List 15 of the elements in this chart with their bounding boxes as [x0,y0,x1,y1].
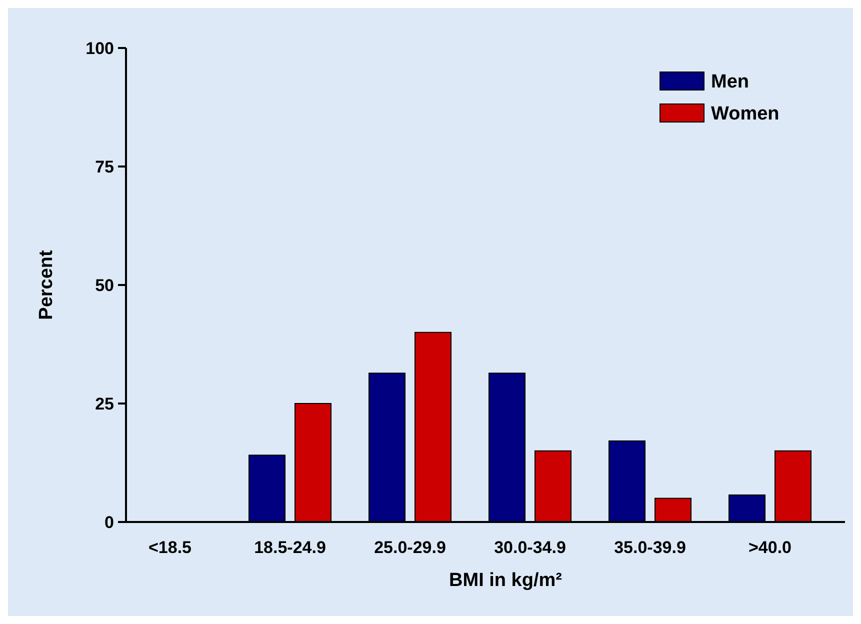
legend-label: Women [711,104,780,125]
y-tick-label: 100 [86,38,114,58]
x-tick-label: 25.0-29.9 [374,538,446,557]
y-tick-label: 25 [95,394,114,414]
y-tick-label: 75 [95,157,114,176]
x-tick-label: 18.5-24.9 [254,538,326,557]
x-tick-label: 35.0-39.9 [614,538,686,557]
y-tick-label: 0 [104,512,114,532]
x-tick-label: >40.0 [748,538,792,557]
legend-label: Men [711,72,749,93]
x-tick-label: <18.5 [148,538,192,557]
y-tick-label: 50 [95,276,114,295]
x-tick-label: 30.0-34.9 [494,538,566,557]
x-axis-title: BMI in kg/m² [449,570,562,591]
y-axis-title: Percent [36,249,57,320]
